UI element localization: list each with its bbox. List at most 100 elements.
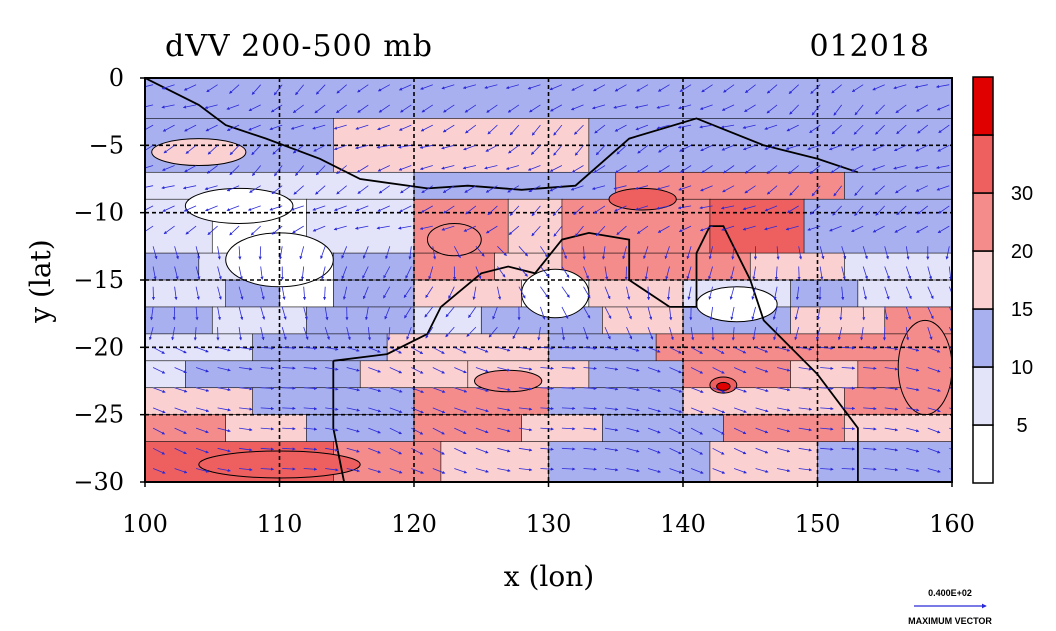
wind-vector xyxy=(552,205,563,216)
wind-vector xyxy=(582,246,586,260)
contour-cell xyxy=(145,78,952,120)
wind-vector xyxy=(561,427,576,431)
wind-vector xyxy=(302,286,307,301)
wind-vector xyxy=(583,326,589,340)
wind-vector xyxy=(712,387,726,393)
wind-vector xyxy=(312,225,326,232)
wind-vector xyxy=(485,225,498,234)
wind-vector xyxy=(238,306,244,321)
wind-vector xyxy=(441,84,455,90)
wind-vector xyxy=(720,124,735,129)
wind-vector xyxy=(507,185,520,193)
wind-vector xyxy=(841,447,856,451)
wind-vector xyxy=(454,367,467,374)
wind-vector xyxy=(411,407,424,414)
contour-cell xyxy=(332,279,415,308)
wind-vector xyxy=(666,286,671,301)
contour-blob xyxy=(426,222,482,257)
wind-vector xyxy=(206,165,218,174)
y-axis-ticks: 0 −5 −10 −15 −20 −25 −30 xyxy=(73,64,145,496)
wind-vector xyxy=(733,346,747,354)
wind-vector xyxy=(239,367,253,371)
wind-vector xyxy=(487,124,498,135)
wind-vector xyxy=(863,346,877,350)
wind-vector xyxy=(948,306,952,313)
contour-cell xyxy=(306,414,415,443)
wind-vector xyxy=(776,346,791,352)
wind-vector xyxy=(884,387,899,391)
contour-cell xyxy=(844,414,952,443)
wind-vector xyxy=(325,447,339,452)
wind-vector xyxy=(690,346,703,354)
wind-vector xyxy=(679,84,692,92)
wind-vector xyxy=(404,306,412,319)
wind-vector xyxy=(832,205,842,216)
wind-vector xyxy=(884,306,889,321)
wind-vector xyxy=(492,306,498,320)
wind-vector xyxy=(937,225,950,234)
wind-vector xyxy=(755,468,769,473)
wind-vector xyxy=(712,427,725,435)
wind-vector xyxy=(204,185,218,191)
wind-vector xyxy=(323,286,327,301)
wind-vector xyxy=(333,205,347,211)
wind-vector xyxy=(397,225,412,230)
wind-vector xyxy=(794,326,800,341)
wind-vector xyxy=(561,327,566,341)
colorbar-label: 30 xyxy=(1011,183,1033,205)
wind-vector xyxy=(593,84,606,92)
wind-vector xyxy=(540,266,550,277)
wind-vector xyxy=(690,468,704,474)
wind-vector xyxy=(906,468,920,473)
wind-vector xyxy=(368,387,382,393)
wind-vector xyxy=(293,185,304,195)
wind-vector xyxy=(636,165,649,173)
wind-vector xyxy=(679,144,692,152)
contour-blob xyxy=(695,286,778,323)
wind-vector xyxy=(755,407,769,413)
wind-vector xyxy=(357,185,369,194)
wind-vector xyxy=(174,286,178,301)
y-tick-label: −30 xyxy=(73,468,124,496)
wind-vector xyxy=(862,306,866,321)
colorbar-swatch xyxy=(972,250,994,310)
wind-vector xyxy=(712,447,725,455)
wind-vector xyxy=(260,386,275,390)
wind-vector xyxy=(378,185,391,194)
x-tick-label: 150 xyxy=(795,510,841,538)
wind-vector xyxy=(292,225,304,234)
wind-vector xyxy=(721,104,735,111)
colorbar-label: 15 xyxy=(1011,299,1033,321)
wind-vector xyxy=(550,104,563,112)
wind-vector xyxy=(561,346,576,350)
wind-vector xyxy=(445,306,455,318)
wind-vector xyxy=(616,225,627,236)
wind-vector xyxy=(324,326,330,341)
wind-vector xyxy=(183,84,197,91)
wind-vector xyxy=(205,205,218,212)
wind-vector xyxy=(570,185,584,191)
wind-vector xyxy=(497,447,511,453)
wind-vector xyxy=(509,205,520,216)
wind-vector xyxy=(150,306,154,321)
wind-vector xyxy=(914,84,928,89)
colorbar: 5 10 15 20 30 xyxy=(972,76,1033,484)
wind-vector xyxy=(622,246,627,260)
wind-vector xyxy=(893,144,907,152)
wind-vector xyxy=(303,366,318,371)
wind-vector xyxy=(604,447,619,452)
wind-vector xyxy=(260,346,275,350)
wind-vector xyxy=(260,286,265,300)
wind-vector xyxy=(540,246,548,258)
wind-vector xyxy=(591,104,606,110)
contour-cell xyxy=(749,252,846,281)
wind-vector xyxy=(643,246,649,260)
wind-vector xyxy=(217,387,231,392)
wind-vector xyxy=(647,367,661,373)
wind-vector xyxy=(336,84,347,94)
wind-vector xyxy=(174,447,187,455)
wind-vector xyxy=(927,427,941,434)
contour-cell xyxy=(844,171,952,200)
wind-vector xyxy=(260,427,275,431)
wind-vector xyxy=(916,104,928,112)
